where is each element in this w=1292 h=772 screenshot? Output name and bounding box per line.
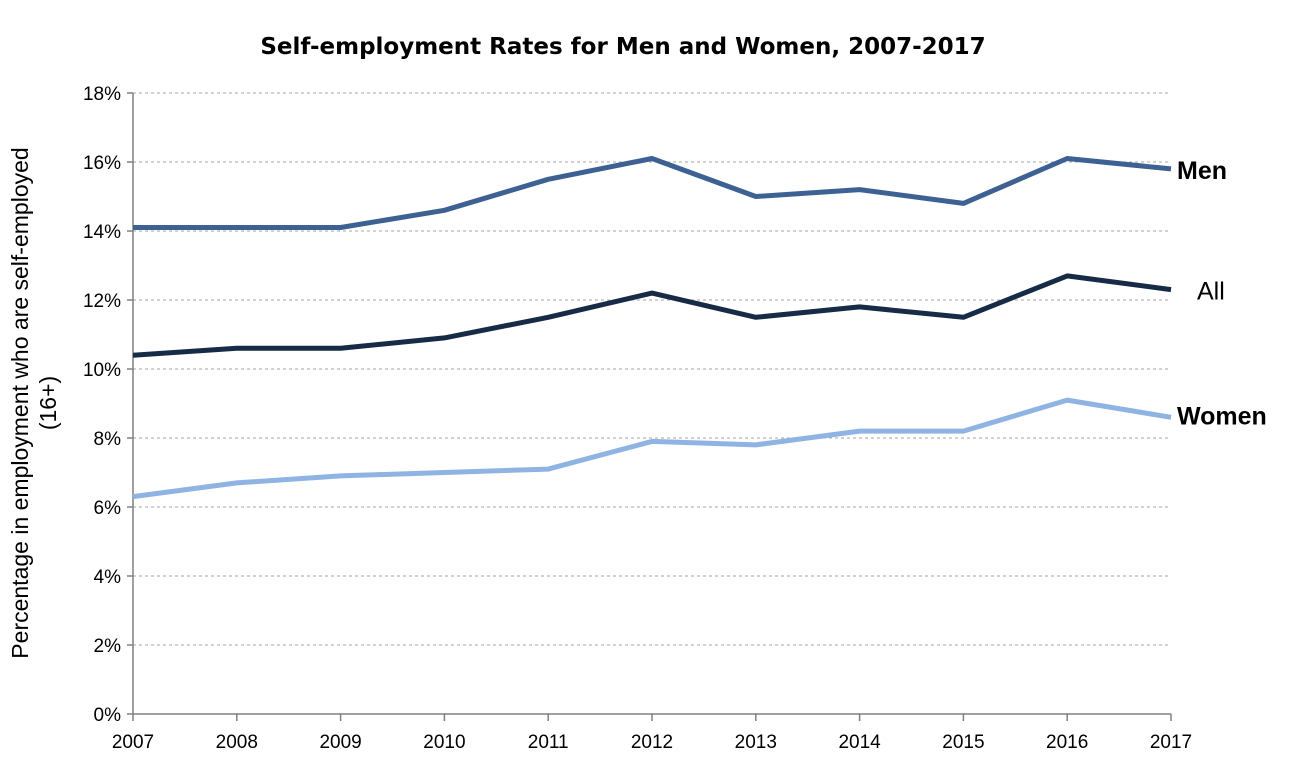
x-tick-label-4: 2011 bbox=[528, 732, 569, 753]
series-labels: Men All Women bbox=[1177, 157, 1267, 430]
series-label-men: Men bbox=[1177, 157, 1227, 185]
y-axis-tick-labels: 0% 2% 4% 6% 8% 10% 12% 14% 16% 18% bbox=[83, 84, 121, 726]
gridlines bbox=[133, 92, 1171, 646]
y-tick-label-4: 8% bbox=[94, 429, 122, 450]
series-line-all bbox=[132, 273, 1172, 358]
y-tick-label-9: 18% bbox=[83, 84, 121, 105]
x-tick-label-1: 2008 bbox=[216, 732, 258, 753]
y-tick-label-7: 14% bbox=[83, 222, 121, 243]
y-tick-label-2: 4% bbox=[94, 567, 122, 588]
x-tick-label-0: 2007 bbox=[112, 732, 154, 753]
axes bbox=[127, 92, 1172, 721]
chart-title: Self-employment Rates for Men and Women,… bbox=[260, 34, 985, 60]
y-tick-label-8: 16% bbox=[83, 153, 121, 174]
x-tick-label-2: 2009 bbox=[319, 732, 361, 753]
x-tick-label-6: 2013 bbox=[735, 732, 777, 753]
series-line-men bbox=[133, 156, 1172, 230]
x-axis-tick-labels: 2007 2008 2009 2010 2011 2012 2013 2014 2015 2016… bbox=[112, 732, 1192, 753]
y-axis-title-line-1: Percentage in employment who are self-em… bbox=[7, 147, 33, 658]
x-tick-label-9: 2016 bbox=[1046, 732, 1088, 753]
x-tick-label-3: 2010 bbox=[423, 732, 465, 753]
x-tick-label-8: 2015 bbox=[942, 732, 984, 753]
y-tick-label-3: 6% bbox=[94, 498, 122, 519]
series-label-all: All bbox=[1197, 278, 1225, 306]
x-tick-label-5: 2012 bbox=[631, 732, 673, 753]
x-tick-label-10: 2017 bbox=[1150, 732, 1192, 753]
series-line-women bbox=[132, 397, 1172, 500]
y-tick-label-6: 12% bbox=[83, 291, 121, 312]
series-lines bbox=[132, 156, 1172, 500]
y-axis-title: Percentage in employment who are self-em… bbox=[7, 147, 61, 658]
series-label-women: Women bbox=[1177, 402, 1267, 430]
y-tick-label-1: 2% bbox=[94, 636, 122, 657]
y-tick-label-0: 0% bbox=[94, 705, 122, 726]
y-tick-label-5: 10% bbox=[83, 360, 121, 381]
y-axis-title-line-2: (16+) bbox=[35, 376, 61, 430]
x-tick-label-7: 2014 bbox=[838, 732, 881, 753]
